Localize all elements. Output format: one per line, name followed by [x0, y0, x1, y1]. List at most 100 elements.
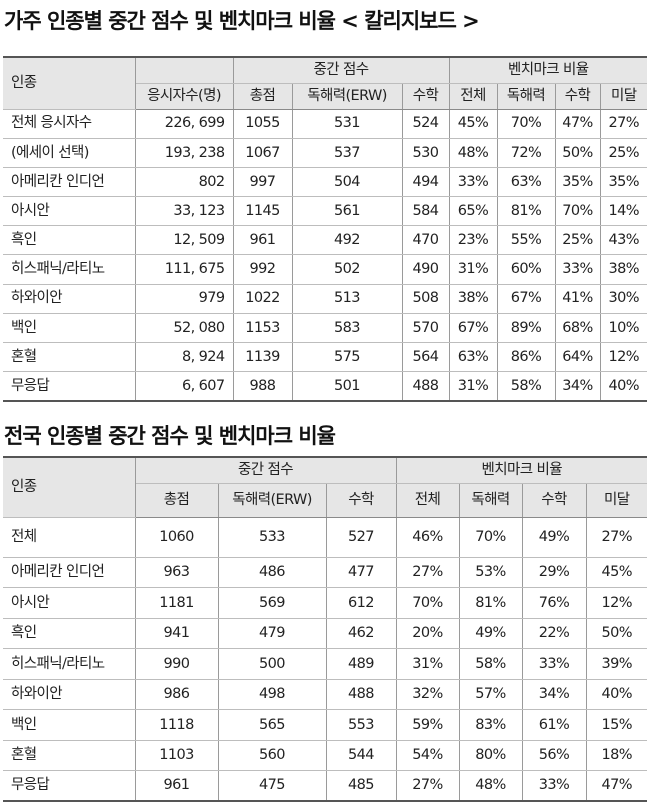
benchmark-math-cell: 68% [555, 313, 601, 344]
benchmark-none-cell: 14% [600, 196, 648, 227]
benchmark-all-cell: 59% [396, 709, 460, 741]
benchmark-math-cell: 25% [555, 225, 601, 256]
benchmark-all-cell: 23% [449, 225, 498, 256]
race-cell: 혼혈 [3, 740, 136, 771]
total-score-cell: 941 [135, 618, 219, 649]
math-score-cell: 524 [402, 109, 450, 139]
benchmark-none-cell: 47% [586, 770, 648, 802]
math-score-cell: 488 [402, 371, 450, 402]
race-cell: 히스패닉/라티노 [3, 648, 136, 680]
erw-score-cell: 583 [292, 313, 403, 344]
california-table-title: 가주 인종별 중간 점수 및 벤치마크 비율 < 칼리지보드 > [4, 9, 480, 33]
national-table-title: 전국 인종별 중간 점수 및 벤치마크 비율 [4, 424, 336, 448]
header-benchmark-math: 수학 [522, 483, 587, 518]
erw-score-cell: 533 [218, 517, 327, 558]
benchmark-none-cell: 27% [586, 517, 648, 558]
math-score-cell: 470 [402, 225, 450, 256]
benchmark-math-cell: 70% [555, 196, 601, 227]
erw-score-cell: 500 [218, 648, 327, 680]
math-score-cell: 544 [326, 740, 397, 771]
total-score-cell: 963 [135, 557, 219, 588]
table-row: 하와이안 986 498 488 32% 57% 34% 40% [3, 679, 648, 710]
erw-score-cell: 537 [292, 138, 403, 168]
total-score-cell: 1139 [233, 342, 293, 373]
erw-score-cell: 504 [292, 167, 403, 198]
header-benchmark-erw: 독해력 [459, 483, 523, 518]
race-cell: 무응답 [3, 371, 136, 402]
benchmark-math-cell: 33% [555, 254, 601, 285]
header-median-group: 중간 점수 [135, 456, 397, 484]
benchmark-math-cell: 33% [522, 648, 587, 680]
header-benchmark-erw: 독해력 [497, 83, 556, 110]
benchmark-erw-cell: 89% [497, 313, 556, 344]
table-row: 히스패닉/라티노 990 500 489 31% 58% 33% 39% [3, 648, 648, 680]
benchmark-all-cell: 38% [449, 284, 498, 314]
benchmark-math-cell: 56% [522, 740, 587, 771]
header-test-takers: 응시자수(명) [135, 83, 234, 110]
math-score-cell: 530 [402, 138, 450, 168]
race-cell: 하와이안 [3, 679, 136, 710]
benchmark-erw-cell: 60% [497, 254, 556, 285]
total-score-cell: 990 [135, 648, 219, 680]
total-score-cell: 961 [135, 770, 219, 802]
table-row: 무응답 961 475 485 27% 48% 33% 47% [3, 770, 648, 802]
test-takers-cell: 52, 080 [135, 313, 234, 344]
test-takers-cell: 33, 123 [135, 196, 234, 227]
race-cell: 아메리칸 인디언 [3, 557, 136, 588]
benchmark-math-cell: 61% [522, 709, 587, 741]
total-score-cell: 1153 [233, 313, 293, 344]
math-score-cell: 494 [402, 167, 450, 198]
total-score-cell: 992 [233, 254, 293, 285]
test-takers-cell: 111, 675 [135, 254, 234, 285]
erw-score-cell: 513 [292, 284, 403, 314]
benchmark-none-cell: 45% [586, 557, 648, 588]
header-benchmark-group: 벤치마크 비율 [449, 56, 648, 84]
benchmark-math-cell: 29% [522, 557, 587, 588]
benchmark-all-cell: 46% [396, 517, 460, 558]
math-score-cell: 490 [402, 254, 450, 285]
benchmark-math-cell: 34% [555, 371, 601, 402]
header-total: 총점 [135, 483, 219, 518]
math-score-cell: 488 [326, 679, 397, 710]
benchmark-math-cell: 33% [522, 770, 587, 802]
table-row: 아시안 33, 123 1145 561 584 65% 81% 70% 14% [3, 196, 648, 227]
erw-score-cell: 565 [218, 709, 327, 741]
table-row: 백인 1118 565 553 59% 83% 61% 15% [3, 709, 648, 741]
table-row: 히스패닉/라티노 111, 675 992 502 490 31% 60% 33% 38% [3, 254, 648, 285]
math-score-cell: 462 [326, 618, 397, 649]
erw-score-cell: 475 [218, 770, 327, 802]
erw-score-cell: 492 [292, 225, 403, 256]
math-score-cell: 570 [402, 313, 450, 344]
benchmark-all-cell: 31% [396, 648, 460, 680]
math-score-cell: 564 [402, 342, 450, 373]
test-takers-cell: 226, 699 [135, 109, 234, 139]
erw-score-cell: 502 [292, 254, 403, 285]
table-row: 혼혈 8, 924 1139 575 564 63% 86% 64% 12% [3, 342, 648, 373]
race-cell: (에세이 선택) [3, 138, 136, 168]
header-race: 인종 [3, 456, 136, 518]
header-total: 총점 [233, 83, 293, 110]
header-benchmark-all: 전체 [396, 483, 460, 518]
benchmark-math-cell: 50% [555, 138, 601, 168]
benchmark-erw-cell: 58% [459, 648, 523, 680]
benchmark-none-cell: 39% [586, 648, 648, 680]
benchmark-none-cell: 15% [586, 709, 648, 741]
benchmark-none-cell: 10% [600, 313, 648, 344]
benchmark-none-cell: 40% [586, 679, 648, 710]
benchmark-erw-cell: 70% [497, 109, 556, 139]
test-takers-cell: 8, 924 [135, 342, 234, 373]
erw-score-cell: 561 [292, 196, 403, 227]
benchmark-erw-cell: 48% [459, 770, 523, 802]
race-cell: 하와이안 [3, 284, 136, 314]
race-cell: 히스패닉/라티노 [3, 254, 136, 285]
total-score-cell: 1055 [233, 109, 293, 139]
national-scores-table: 인종 중간 점수 벤치마크 비율 총점 독해력(ERW) 수학 전체 독해력 수… [3, 456, 648, 802]
erw-score-cell: 501 [292, 371, 403, 402]
benchmark-all-cell: 27% [396, 770, 460, 802]
test-takers-cell: 6, 607 [135, 371, 234, 402]
race-cell: 아메리칸 인디언 [3, 167, 136, 198]
test-takers-cell: 12, 509 [135, 225, 234, 256]
erw-score-cell: 575 [292, 342, 403, 373]
total-score-cell: 997 [233, 167, 293, 198]
total-score-cell: 986 [135, 679, 219, 710]
